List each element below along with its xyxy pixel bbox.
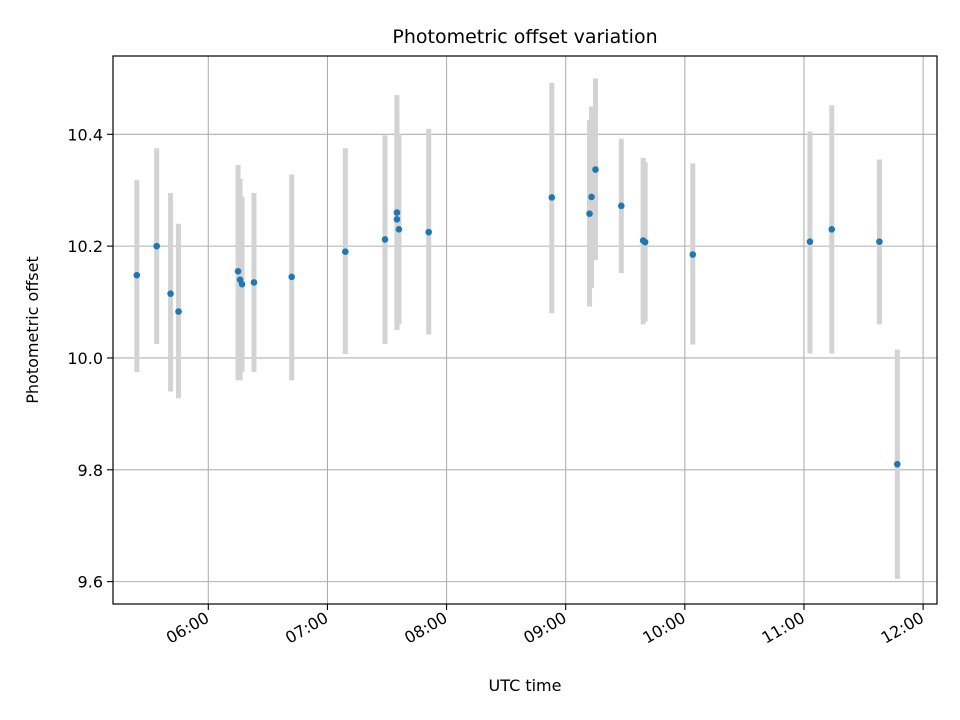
data-point: [393, 215, 401, 223]
data-point: [342, 248, 349, 256]
data-points: [133, 166, 901, 468]
y-tick-label: 10.0: [67, 349, 103, 368]
chart-title: Photometric offset variation: [392, 26, 657, 48]
data-point: [381, 236, 389, 243]
data-point: [425, 228, 433, 236]
data-point: [641, 238, 649, 246]
data-point: [288, 273, 295, 281]
data-point: [828, 226, 836, 233]
data-point: [586, 210, 593, 217]
y-tick-label: 10.4: [67, 125, 103, 144]
plot-frame: [112, 55, 938, 605]
data-point: [592, 166, 599, 173]
data-point: [689, 251, 697, 258]
data-point: [395, 226, 403, 233]
data-point: [806, 238, 814, 245]
data-point: [234, 267, 242, 275]
y-axis: 9.6 9.8 10.0 10.2 10.4: [67, 125, 113, 592]
data-point: [617, 202, 625, 210]
y-axis-label: Photometric offset: [23, 256, 42, 404]
data-point: [175, 308, 182, 315]
data-point: [167, 290, 174, 297]
grid: [113, 56, 937, 604]
data-point: [876, 238, 883, 245]
data-point: [393, 209, 401, 216]
data-point: [588, 193, 595, 201]
y-tick-label: 9.6: [78, 573, 103, 592]
data-point: [893, 460, 901, 468]
data-point: [548, 194, 556, 201]
data-point: [250, 279, 258, 286]
x-axis-label: UTC time: [489, 676, 562, 695]
y-tick-label: 9.8: [78, 461, 103, 480]
y-tick-label: 10.2: [67, 237, 103, 256]
data-point: [238, 280, 246, 288]
data-point: [133, 271, 141, 279]
data-point: [153, 242, 160, 250]
